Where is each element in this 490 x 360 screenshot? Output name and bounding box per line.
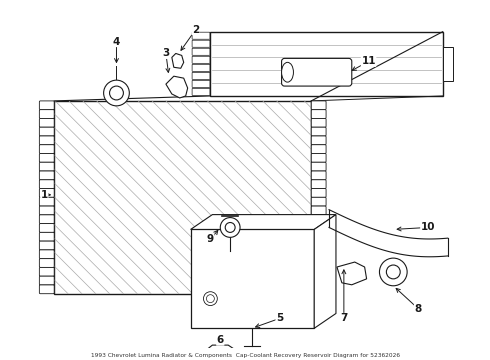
FancyBboxPatch shape bbox=[192, 56, 210, 63]
FancyBboxPatch shape bbox=[39, 250, 54, 258]
Text: 11: 11 bbox=[361, 57, 376, 66]
FancyBboxPatch shape bbox=[311, 118, 326, 127]
Text: 2: 2 bbox=[192, 25, 199, 35]
FancyBboxPatch shape bbox=[311, 224, 326, 232]
Bar bbox=[191, 229, 314, 328]
FancyBboxPatch shape bbox=[192, 64, 210, 71]
Ellipse shape bbox=[282, 62, 294, 82]
FancyBboxPatch shape bbox=[311, 250, 326, 258]
Circle shape bbox=[387, 265, 400, 279]
Text: 6: 6 bbox=[217, 335, 224, 345]
FancyBboxPatch shape bbox=[192, 89, 210, 95]
FancyBboxPatch shape bbox=[192, 32, 210, 39]
FancyBboxPatch shape bbox=[311, 162, 326, 171]
FancyBboxPatch shape bbox=[39, 232, 54, 241]
FancyBboxPatch shape bbox=[311, 276, 326, 285]
Ellipse shape bbox=[206, 295, 214, 303]
FancyBboxPatch shape bbox=[311, 215, 326, 224]
Circle shape bbox=[220, 217, 240, 237]
FancyBboxPatch shape bbox=[39, 267, 54, 276]
FancyBboxPatch shape bbox=[39, 285, 54, 294]
FancyBboxPatch shape bbox=[282, 58, 352, 86]
FancyBboxPatch shape bbox=[39, 110, 54, 118]
FancyBboxPatch shape bbox=[311, 241, 326, 250]
Polygon shape bbox=[166, 76, 188, 98]
Text: 1993 Chevrolet Lumina Radiator & Components  Cap-Coolant Recovery Reservoir Diag: 1993 Chevrolet Lumina Radiator & Compone… bbox=[91, 353, 399, 358]
FancyBboxPatch shape bbox=[39, 180, 54, 189]
FancyBboxPatch shape bbox=[311, 101, 326, 110]
FancyBboxPatch shape bbox=[311, 258, 326, 267]
FancyBboxPatch shape bbox=[311, 145, 326, 153]
FancyBboxPatch shape bbox=[311, 153, 326, 162]
Ellipse shape bbox=[203, 292, 218, 306]
FancyBboxPatch shape bbox=[39, 127, 54, 136]
Polygon shape bbox=[337, 262, 367, 285]
FancyBboxPatch shape bbox=[311, 171, 326, 180]
FancyBboxPatch shape bbox=[39, 189, 54, 197]
FancyBboxPatch shape bbox=[39, 276, 54, 285]
FancyBboxPatch shape bbox=[39, 145, 54, 153]
FancyBboxPatch shape bbox=[311, 180, 326, 189]
Polygon shape bbox=[202, 345, 240, 360]
FancyBboxPatch shape bbox=[311, 232, 326, 241]
FancyBboxPatch shape bbox=[39, 171, 54, 180]
Text: 1: 1 bbox=[41, 190, 48, 200]
FancyBboxPatch shape bbox=[39, 258, 54, 267]
Polygon shape bbox=[172, 53, 184, 68]
FancyBboxPatch shape bbox=[39, 101, 54, 110]
Circle shape bbox=[379, 258, 407, 286]
FancyBboxPatch shape bbox=[192, 40, 210, 47]
Circle shape bbox=[103, 80, 129, 106]
FancyBboxPatch shape bbox=[39, 118, 54, 127]
Polygon shape bbox=[314, 215, 336, 328]
Bar bbox=[210, 32, 443, 96]
Polygon shape bbox=[191, 215, 336, 229]
FancyBboxPatch shape bbox=[311, 206, 326, 215]
Circle shape bbox=[110, 86, 123, 100]
FancyBboxPatch shape bbox=[39, 215, 54, 224]
FancyBboxPatch shape bbox=[311, 136, 326, 145]
FancyBboxPatch shape bbox=[311, 189, 326, 197]
Text: 7: 7 bbox=[340, 314, 347, 323]
FancyBboxPatch shape bbox=[311, 285, 326, 294]
FancyBboxPatch shape bbox=[39, 197, 54, 206]
FancyBboxPatch shape bbox=[39, 153, 54, 162]
FancyBboxPatch shape bbox=[192, 80, 210, 87]
Text: 4: 4 bbox=[113, 37, 120, 46]
Text: 10: 10 bbox=[420, 222, 435, 233]
Text: 3: 3 bbox=[162, 49, 170, 58]
Text: 9: 9 bbox=[207, 234, 214, 244]
Bar bbox=[443, 46, 453, 81]
FancyBboxPatch shape bbox=[39, 136, 54, 145]
FancyBboxPatch shape bbox=[311, 197, 326, 206]
FancyBboxPatch shape bbox=[39, 162, 54, 171]
Circle shape bbox=[225, 222, 235, 233]
Bar bbox=[54, 101, 311, 294]
Text: 5: 5 bbox=[276, 314, 283, 323]
Text: 8: 8 bbox=[415, 303, 421, 314]
FancyBboxPatch shape bbox=[311, 127, 326, 136]
FancyBboxPatch shape bbox=[192, 72, 210, 80]
FancyBboxPatch shape bbox=[311, 110, 326, 118]
FancyBboxPatch shape bbox=[39, 241, 54, 250]
FancyBboxPatch shape bbox=[39, 206, 54, 215]
FancyBboxPatch shape bbox=[39, 224, 54, 232]
FancyBboxPatch shape bbox=[311, 267, 326, 276]
FancyBboxPatch shape bbox=[192, 48, 210, 55]
